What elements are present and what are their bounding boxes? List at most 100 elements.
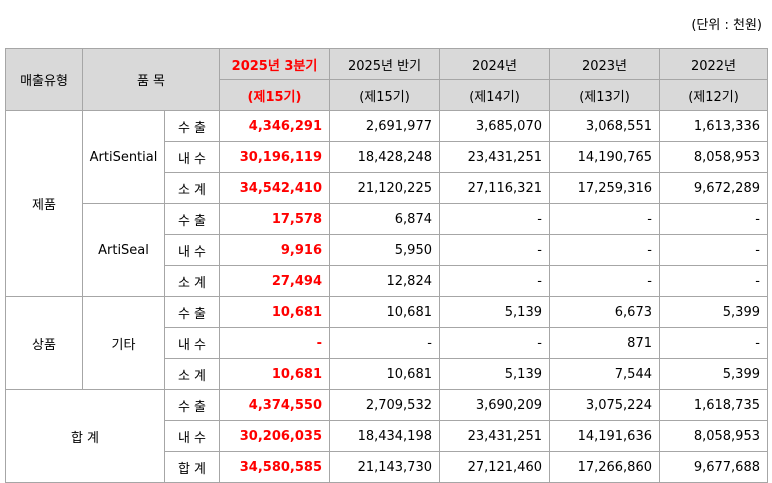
row-label: 소 계	[164, 172, 220, 204]
cell-value: -	[219, 327, 330, 359]
cell-value: 3,690,209	[439, 389, 550, 421]
header-period-term: (제13기)	[549, 79, 660, 111]
cell-value: 10,681	[329, 296, 440, 328]
cell-value: 5,399	[659, 296, 768, 328]
header-row-years: 매출유형 품 목 2025년 3분기 2025년 반기 2024년 2023년 …	[5, 48, 768, 111]
cell-value: 8,058,953	[659, 141, 768, 173]
cell-value: 5,399	[659, 358, 768, 390]
cell-value: 27,494	[219, 265, 330, 297]
table-row: ArtiSeal 수 출 17,578 6,874 - - -	[6, 203, 768, 297]
header-period-year: 2024년	[439, 48, 550, 80]
cell-value: -	[439, 265, 550, 297]
cell-value: 17,266,860	[549, 451, 660, 483]
header-period-term: (제14기)	[439, 79, 550, 111]
group-goods: 상품	[5, 296, 83, 390]
header-row-terms: (제15기) (제15기) (제14기) (제13기) (제12기)	[6, 79, 768, 111]
cell-value: 30,206,035	[219, 420, 330, 452]
cell-value: 17,259,316	[549, 172, 660, 204]
row-label: 합 계	[164, 451, 220, 483]
cell-value: -	[659, 203, 768, 235]
cell-value: -	[439, 234, 550, 266]
cell-value: 21,143,730	[329, 451, 440, 483]
header-item: 품 목	[82, 48, 220, 111]
group-total: 합 계	[5, 389, 165, 483]
row-label: 소 계	[164, 358, 220, 390]
cell-value: -	[659, 234, 768, 266]
cell-value: 10,681	[329, 358, 440, 390]
table-row: 제품 ArtiSential 수 출 4,346,291 2,691,977 3…	[5, 110, 768, 297]
group-product: 제품	[5, 110, 83, 297]
row-label: 소 계	[164, 265, 220, 297]
cell-value: 5,950	[329, 234, 440, 266]
header-period-year: 2022년	[659, 48, 768, 80]
unit-note: (단위 : 천원)	[691, 18, 762, 33]
cell-value: 3,075,224	[549, 389, 660, 421]
cell-value: 10,681	[219, 296, 330, 328]
cell-value: -	[659, 265, 768, 297]
cell-value: 5,139	[439, 296, 550, 328]
cell-value: 17,578	[219, 203, 330, 235]
table-row: 합 계 수 출 4,374,550 2,709,532 3,690,209 3,…	[5, 389, 768, 483]
row-label: 내 수	[164, 327, 220, 359]
cell-value: 2,709,532	[329, 389, 440, 421]
table-row: 내 수 9,916 5,950 - - -	[6, 234, 768, 266]
table-row: 소 계 34,542,410 21,120,225 27,116,321 17,…	[6, 172, 768, 204]
cell-value: 6,874	[329, 203, 440, 235]
row-label: 수 출	[164, 296, 220, 328]
row-label: 내 수	[164, 420, 220, 452]
cell-value: 34,580,585	[219, 451, 330, 483]
header-sales-type: 매출유형	[5, 48, 83, 111]
table-row: 합 계 34,580,585 21,143,730 27,121,460 17,…	[6, 451, 768, 483]
cell-value: 14,191,636	[549, 420, 660, 452]
header-period-term: (제15기)	[219, 79, 330, 111]
cell-value: 1,618,735	[659, 389, 768, 421]
cell-value: 4,374,550	[219, 389, 330, 421]
cell-value: 23,431,251	[439, 420, 550, 452]
cell-value: 10,681	[219, 358, 330, 390]
cell-value: -	[329, 327, 440, 359]
cell-value: 6,673	[549, 296, 660, 328]
header-period-term: (제12기)	[659, 79, 768, 111]
cell-value: 5,139	[439, 358, 550, 390]
cell-value: 9,672,289	[659, 172, 768, 204]
cell-value: 1,613,336	[659, 110, 768, 142]
table-row: 내 수 30,196,119 18,428,248 23,431,251 14,…	[6, 141, 768, 173]
sales-table: 매출유형 품 목 2025년 3분기 2025년 반기 2024년 2023년 …	[5, 48, 768, 483]
table-row: 내 수 - - - 871 -	[6, 327, 768, 359]
cell-value: -	[549, 265, 660, 297]
cell-value: -	[439, 327, 550, 359]
header-period-year: 2025년 3분기	[219, 48, 330, 80]
row-label: 내 수	[164, 141, 220, 173]
table-row: 소 계 27,494 12,824 - - -	[6, 265, 768, 297]
cell-value: 30,196,119	[219, 141, 330, 173]
cell-value: 34,542,410	[219, 172, 330, 204]
cell-value: 21,120,225	[329, 172, 440, 204]
cell-value: 3,685,070	[439, 110, 550, 142]
cell-value: -	[549, 234, 660, 266]
cell-value: 14,190,765	[549, 141, 660, 173]
header-period-term: (제15기)	[329, 79, 440, 111]
row-label: 내 수	[164, 234, 220, 266]
cell-value: 7,544	[549, 358, 660, 390]
table-body: 매출유형 품 목 2025년 3분기 2025년 반기 2024년 2023년 …	[5, 48, 768, 483]
cell-value: -	[439, 203, 550, 235]
cell-value: -	[659, 327, 768, 359]
cell-value: 4,346,291	[219, 110, 330, 142]
cell-value: 3,068,551	[549, 110, 660, 142]
cell-value: 871	[549, 327, 660, 359]
cell-value: 9,677,688	[659, 451, 768, 483]
cell-value: 23,431,251	[439, 141, 550, 173]
cell-value: 18,428,248	[329, 141, 440, 173]
table-row: 상품 기타 수 출 10,681 10,681 5,139 6,673 5,39…	[5, 296, 768, 390]
row-label: 수 출	[164, 203, 220, 235]
table-row: 내 수 30,206,035 18,434,198 23,431,251 14,…	[6, 420, 768, 452]
row-label: 수 출	[164, 389, 220, 421]
cell-value: 2,691,977	[329, 110, 440, 142]
item-artiseal: ArtiSeal	[82, 203, 165, 297]
cell-value: 12,824	[329, 265, 440, 297]
cell-value: -	[549, 203, 660, 235]
header-period-year: 2025년 반기	[329, 48, 440, 80]
cell-value: 27,121,460	[439, 451, 550, 483]
cell-value: 9,916	[219, 234, 330, 266]
row-label: 수 출	[164, 110, 220, 142]
